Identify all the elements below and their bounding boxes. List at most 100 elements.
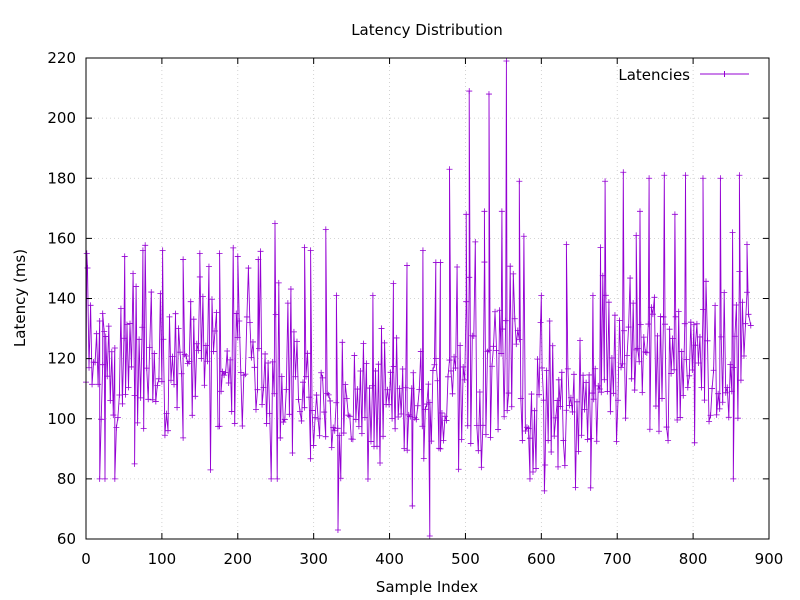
data-point bbox=[545, 437, 552, 444]
data-point bbox=[668, 370, 675, 377]
data-point bbox=[495, 426, 502, 433]
x-tick-label: 400 bbox=[375, 550, 404, 568]
data-point bbox=[322, 226, 329, 233]
data-point bbox=[340, 430, 347, 437]
data-point bbox=[414, 402, 421, 409]
data-point bbox=[243, 313, 250, 320]
series-latencies bbox=[83, 58, 754, 539]
data-point bbox=[331, 427, 338, 434]
data-point bbox=[473, 422, 480, 429]
data-point bbox=[533, 465, 540, 472]
data-point bbox=[528, 391, 535, 398]
data-point bbox=[722, 389, 729, 396]
data-point bbox=[467, 440, 474, 447]
data-point bbox=[309, 407, 316, 414]
data-point bbox=[660, 313, 667, 320]
data-point bbox=[446, 166, 453, 173]
data-point bbox=[689, 367, 696, 374]
data-point bbox=[683, 356, 690, 363]
data-point bbox=[704, 337, 711, 344]
data-point bbox=[540, 397, 547, 404]
data-point bbox=[234, 253, 241, 260]
data-point bbox=[745, 311, 752, 318]
data-point bbox=[130, 270, 137, 277]
data-point bbox=[536, 391, 543, 398]
data-point bbox=[730, 475, 737, 482]
data-point bbox=[83, 250, 90, 257]
data-point bbox=[464, 422, 471, 429]
data-point bbox=[316, 432, 323, 439]
x-tick-label: 100 bbox=[148, 550, 177, 568]
data-point bbox=[116, 392, 123, 399]
data-point bbox=[354, 386, 361, 393]
data-point bbox=[281, 416, 288, 423]
data-point bbox=[256, 345, 263, 352]
data-point bbox=[678, 348, 685, 355]
data-point bbox=[111, 475, 118, 482]
data-point bbox=[392, 425, 399, 432]
data-point bbox=[479, 422, 486, 429]
data-point bbox=[564, 365, 571, 372]
data-point bbox=[455, 466, 462, 473]
data-point bbox=[121, 253, 128, 260]
data-point bbox=[125, 384, 132, 391]
data-point bbox=[417, 348, 424, 355]
data-point bbox=[222, 369, 229, 376]
data-point bbox=[230, 244, 237, 251]
data-point bbox=[409, 502, 416, 509]
data-point bbox=[604, 388, 611, 395]
data-point bbox=[420, 455, 427, 462]
data-point bbox=[733, 301, 740, 308]
data-point bbox=[263, 420, 270, 427]
data-point bbox=[554, 397, 561, 404]
data-point bbox=[627, 275, 634, 282]
data-point bbox=[730, 364, 737, 371]
data-point bbox=[195, 347, 202, 354]
data-point bbox=[551, 433, 558, 440]
data-point bbox=[709, 385, 716, 392]
data-point bbox=[351, 352, 358, 359]
data-point bbox=[595, 382, 602, 389]
data-point bbox=[476, 389, 483, 396]
data-point bbox=[131, 460, 138, 467]
data-point bbox=[599, 272, 606, 279]
x-tick-label: 600 bbox=[527, 550, 556, 568]
data-point bbox=[92, 359, 99, 366]
data-point bbox=[646, 426, 653, 433]
data-point bbox=[441, 413, 448, 420]
data-point bbox=[352, 416, 359, 423]
data-point bbox=[513, 341, 520, 348]
data-point bbox=[541, 487, 548, 494]
data-point bbox=[482, 431, 489, 438]
data-point bbox=[333, 292, 340, 299]
data-point bbox=[549, 342, 556, 349]
data-point bbox=[481, 208, 488, 215]
data-point bbox=[740, 353, 747, 360]
data-point bbox=[283, 386, 290, 393]
data-point bbox=[592, 365, 599, 372]
data-point bbox=[478, 464, 485, 471]
data-point bbox=[703, 278, 710, 285]
data-point bbox=[187, 298, 194, 305]
data-point bbox=[172, 310, 179, 317]
data-point bbox=[164, 427, 171, 434]
data-point bbox=[166, 313, 173, 320]
data-point bbox=[192, 393, 199, 400]
x-tick-label: 700 bbox=[603, 550, 632, 568]
data-point bbox=[437, 445, 444, 452]
data-point bbox=[662, 321, 669, 328]
data-point bbox=[698, 384, 705, 391]
data-point bbox=[219, 368, 226, 375]
data-point bbox=[380, 433, 387, 440]
data-point bbox=[369, 382, 376, 389]
data-point bbox=[221, 372, 228, 379]
data-point bbox=[108, 348, 115, 355]
data-point bbox=[395, 413, 402, 420]
data-point bbox=[321, 409, 328, 416]
data-point bbox=[643, 349, 650, 356]
data-point bbox=[142, 242, 149, 249]
data-point bbox=[271, 220, 278, 227]
data-point bbox=[133, 283, 140, 290]
data-point bbox=[236, 317, 243, 324]
data-point bbox=[485, 347, 492, 354]
